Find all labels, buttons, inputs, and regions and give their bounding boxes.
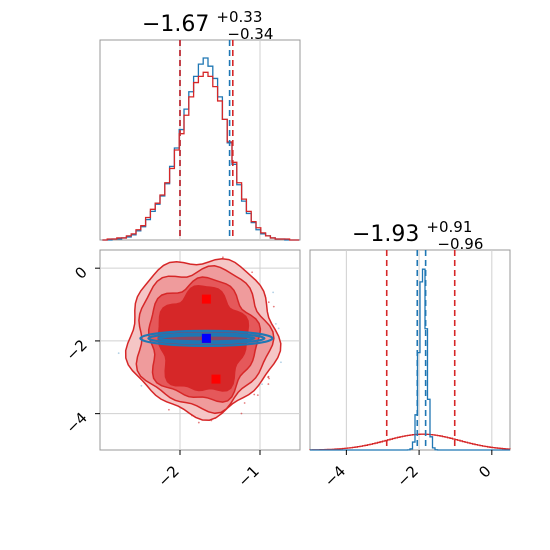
joint-y-tick-label: −2: [62, 336, 90, 364]
marginal-y-title-sub: −0.96: [437, 235, 483, 253]
joint-panel: 0 −2 −4 −2 −1: [62, 249, 301, 490]
joint-scatter-point: [274, 323, 277, 325]
marginal-y-title-value: −1.93: [352, 222, 419, 247]
marginal-x-panel: −1.67 +0.33 −0.34: [99, 3, 301, 241]
joint-scatter-point: [272, 305, 275, 308]
marginal-x-title-sub: −0.34: [227, 25, 273, 43]
joint-scatter-point: [267, 375, 270, 378]
joint-blue-contour-0: [139, 329, 274, 347]
joint-scatter-point: [197, 421, 200, 424]
joint-scatter-point: [268, 377, 270, 380]
joint-scatter-point: [222, 256, 224, 259]
marginal-x-title-value: −1.67: [142, 12, 209, 37]
marginal-y-x-tick-label: 0: [475, 462, 494, 481]
joint-scatter-point: [272, 291, 275, 294]
joint-scatter-point: [140, 384, 143, 387]
joint-scatter-point: [117, 352, 120, 355]
marginal-x-frame: [99, 39, 301, 241]
joint-x-tick-label: −2: [154, 462, 182, 490]
marginal-y-x-tick-label: −2: [394, 462, 422, 490]
marginal-x-histogram-series-1: [102, 71, 300, 241]
marginal-x-title-sup: +0.33: [216, 8, 262, 26]
joint-x-tick-label: −1: [234, 462, 262, 490]
joint-blue-contour-1: [147, 332, 266, 345]
joint-scatter-point: [243, 402, 246, 404]
marginal-y-frame: [309, 249, 511, 451]
joint-y-tick-label: 0: [71, 263, 90, 282]
joint-scatter-point: [168, 408, 170, 411]
joint-scatter-point: [267, 383, 270, 385]
joint-scatter-point: [267, 301, 270, 304]
joint-scatter-point: [240, 412, 243, 415]
marginal-y-title-sup: +0.91: [426, 218, 472, 236]
marginal-x-title: −1.67 +0.33 −0.34: [142, 3, 273, 43]
joint-scatter-point: [253, 393, 256, 396]
joint-red-marker: [211, 374, 221, 384]
joint-scatter-point: [261, 383, 263, 386]
joint-blue-marker: [201, 333, 211, 343]
joint-y-tick-label: −4: [62, 409, 90, 437]
marginal-y-panel: −4 −2 0 −1.93 +0.91 −0.96: [309, 213, 511, 490]
marginal-y-histogram-series-0: [309, 433, 511, 451]
marginal-y-x-tick-label: −4: [321, 462, 349, 490]
joint-red-marker: [201, 294, 211, 304]
joint-scatter-point: [277, 327, 280, 330]
marginal-y-title: −1.93 +0.91 −0.96: [352, 213, 483, 253]
joint-scatter-point: [256, 394, 259, 397]
joint-scatter-point: [251, 271, 254, 274]
joint-scatter-point: [280, 361, 282, 364]
